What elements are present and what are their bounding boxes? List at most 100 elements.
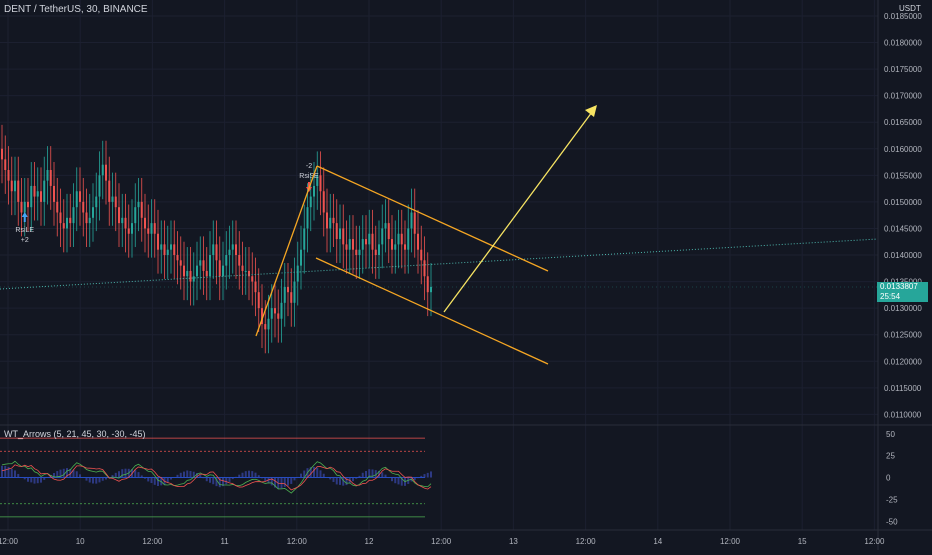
- candle-body: [414, 213, 416, 234]
- candle-body: [430, 287, 432, 292]
- candle-body: [193, 276, 195, 281]
- indicator-histogram-bar: [151, 478, 153, 484]
- candle-body: [342, 228, 344, 244]
- candle-body: [121, 218, 123, 223]
- long-signal-qty: +2: [21, 237, 29, 244]
- indicator-histogram-bar: [24, 478, 26, 480]
- indicator-histogram-bar: [102, 478, 104, 481]
- indicator-histogram-bar: [190, 471, 192, 477]
- candle-body: [362, 239, 364, 250]
- candle-body: [105, 165, 107, 181]
- candle-body: [17, 181, 19, 202]
- time-tick-label: 12:00: [142, 537, 163, 546]
- indicator-histogram-bar: [320, 470, 322, 477]
- indicator-histogram-bar: [147, 478, 149, 482]
- candle-body: [310, 197, 312, 208]
- candle-body: [271, 308, 273, 319]
- indicator-histogram-bar: [284, 478, 286, 487]
- candle-body: [287, 287, 289, 292]
- candle-body: [359, 250, 361, 255]
- candles-layer: [1, 125, 432, 353]
- candle-body: [60, 213, 62, 224]
- price-tick-label: 0.0160000: [884, 145, 922, 154]
- candle-body: [381, 228, 383, 244]
- indicator-histogram-bar: [180, 473, 182, 478]
- price-tick-label: 0.0130000: [884, 304, 922, 313]
- price-tick-label: 0.0145000: [884, 224, 922, 233]
- indicator-histogram-bar: [424, 474, 426, 477]
- candle-body: [95, 197, 97, 208]
- indicator-tick-label: -25: [886, 495, 898, 504]
- candle-body: [154, 223, 156, 234]
- indicator-tick-label: 0: [886, 474, 891, 483]
- indicator-histogram-bar: [141, 475, 143, 477]
- time-tick-label: 12:00: [287, 537, 308, 546]
- candle-body: [167, 250, 169, 255]
- candle-body: [232, 244, 234, 249]
- indicator-histogram-bar: [297, 477, 299, 478]
- candle-body: [339, 228, 341, 239]
- price-tick-label: 0.0120000: [884, 357, 922, 366]
- candle-body: [79, 191, 81, 202]
- candle-body: [118, 207, 120, 223]
- candle-body: [180, 260, 182, 265]
- indicator-histogram-bar: [63, 469, 65, 478]
- indicator-histogram-bar: [79, 474, 81, 477]
- indicator-histogram-bar: [414, 478, 416, 481]
- price-tick-label: 0.0165000: [884, 118, 922, 127]
- candle-body: [190, 271, 192, 282]
- candle-body: [206, 271, 208, 276]
- candle-body: [388, 223, 390, 239]
- price-tick-label: 0.0150000: [884, 198, 922, 207]
- candle-body: [365, 239, 367, 244]
- indicator-histogram-bar: [248, 471, 250, 478]
- candle-body: [34, 186, 36, 197]
- symbol-title[interactable]: DENT / TetherUS, 30, BINANCE: [4, 4, 148, 15]
- candle-body: [268, 319, 270, 330]
- candle-body: [398, 234, 400, 245]
- indicator-histogram-bar: [352, 478, 354, 482]
- last-price-value: 0.0133807: [880, 282, 928, 292]
- indicator-histogram-bar: [313, 467, 315, 478]
- indicator-histogram-bar: [329, 478, 331, 480]
- indicator-histogram-bar: [212, 478, 214, 485]
- indicator-histogram-bar: [394, 478, 396, 484]
- candle-body: [128, 228, 130, 233]
- candle-body: [47, 170, 49, 181]
- candle-body: [368, 234, 370, 245]
- candle-body: [417, 234, 419, 250]
- candle-body: [229, 250, 231, 255]
- indicator-histogram-bar: [355, 478, 357, 479]
- indicator-histogram-bar: [203, 478, 205, 479]
- indicator-histogram-bar: [34, 478, 36, 484]
- candle-body: [320, 175, 322, 191]
- candle-body: [112, 197, 114, 202]
- candle-body: [209, 255, 211, 276]
- candle-body: [37, 191, 39, 196]
- price-tick-label: 0.0110000: [884, 410, 922, 419]
- price-tick-label: 0.0155000: [884, 171, 922, 180]
- time-tick-label: 15: [798, 537, 807, 546]
- indicator-histogram-bar: [170, 478, 172, 480]
- candle-body: [157, 234, 159, 250]
- candle-body: [43, 181, 45, 202]
- indicator-tick-label: 50: [886, 430, 895, 439]
- indicator-name[interactable]: WT_Arrows (5, 21, 45, 30, -30, -45): [4, 429, 146, 439]
- candle-body: [134, 207, 136, 223]
- indicator-histogram-bar: [206, 478, 208, 482]
- indicator-tick-label: 25: [886, 452, 895, 461]
- candle-body: [203, 260, 205, 271]
- candle-body: [102, 165, 104, 176]
- price-tick-label: 0.0175000: [884, 65, 922, 74]
- price-tick-label: 0.0115000: [884, 384, 922, 393]
- indicator-histogram-bar: [323, 474, 325, 478]
- indicator-histogram-bar: [388, 478, 390, 479]
- indicator-histogram-bar: [115, 473, 117, 478]
- candle-body: [427, 276, 429, 292]
- candle-body: [24, 202, 26, 213]
- candle-body: [40, 191, 42, 202]
- indicator-histogram-bar: [11, 469, 13, 478]
- indicator-histogram-bar: [225, 478, 227, 485]
